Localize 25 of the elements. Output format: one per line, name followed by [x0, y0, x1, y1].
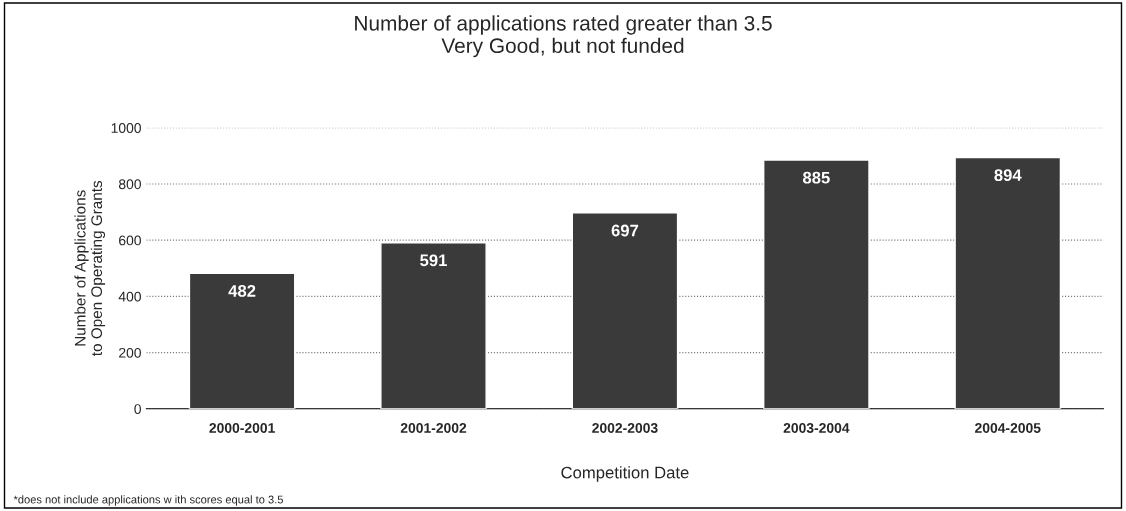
bar	[763, 159, 870, 409]
y-tick-label: 400	[118, 291, 141, 302]
data-label: 591	[420, 254, 447, 267]
x-tick-label: 2001-2002	[400, 423, 467, 433]
x-tick-label: 2004-2005	[975, 423, 1041, 433]
x-tick-label: 2003-2004	[783, 423, 850, 433]
x-axis-title: Competition Date	[561, 466, 689, 482]
bar	[188, 272, 296, 409]
bar	[571, 212, 679, 409]
data-label: 482	[228, 285, 256, 297]
y-tick-label: 1000	[111, 123, 141, 133]
y-tick-label: 0	[134, 404, 141, 414]
data-label: 894	[994, 169, 1022, 182]
bar	[954, 156, 1062, 409]
y-tick-label: 600	[119, 235, 141, 246]
x-tick-label: 2000-2001	[209, 423, 275, 433]
y-tick-label: 200	[119, 347, 141, 358]
x-tick-label: 2002-2003	[592, 423, 658, 433]
y-tick-label: 800	[118, 179, 141, 190]
bar	[380, 242, 487, 409]
data-label: 697	[611, 224, 639, 237]
text: *does not include applications w ith scores equal to 3.5	[13, 495, 283, 506]
chart-title: Number of applications rated greater than 3.5 Very Good, but not funded	[355, 15, 772, 58]
data-label: 885	[802, 171, 830, 184]
y-axis-title: Number of Applications to Open Operating Grants	[74, 180, 106, 356]
